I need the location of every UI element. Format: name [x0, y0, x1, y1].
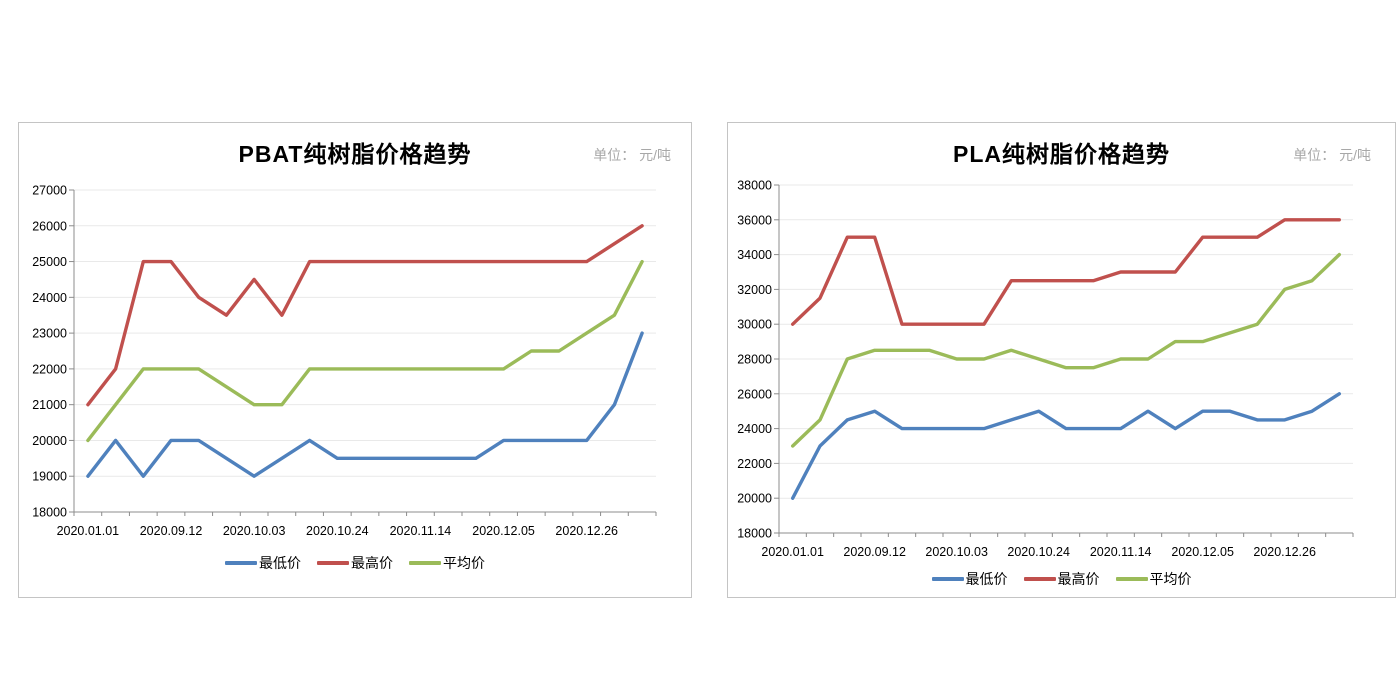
y-tick-label: 26000 [737, 387, 772, 401]
pla-chart-title: PLA纯树脂价格趋势 [953, 141, 1170, 167]
legend-item-min: 最低价 [225, 553, 301, 573]
y-tick-label: 26000 [32, 219, 67, 233]
pbat-unit-label: 单位： 元/吨 [593, 147, 671, 163]
legend-marker-min [931, 577, 964, 581]
pla-legend: 最低价 最高价 平均价 [728, 569, 1395, 589]
y-tick-label: 32000 [737, 283, 772, 297]
x-tick-label: 2020.09.12 [140, 524, 203, 538]
y-tick-label: 23000 [32, 327, 67, 341]
y-axis-labels: 18000 19000 20000 21000 22000 23000 24000 25000… [32, 184, 67, 520]
gridlines [779, 184, 1353, 499]
axes [69, 189, 657, 516]
pla-chart-panel: 18000 20000 22000 24000 26000 28000 30000 32000… [727, 122, 1396, 598]
y-axis-labels: 18000 20000 22000 24000 26000 28000 30000 32000… [737, 179, 772, 541]
x-tick-label: 2020.09.12 [843, 545, 906, 559]
x-tick-label: 2020.10.24 [306, 524, 369, 538]
pbat-chart-panel: 18000 19000 20000 21000 22000 23000 24000 25000… [18, 122, 692, 598]
y-tick-label: 22000 [737, 457, 772, 471]
legend-label-avg: 平均价 [443, 555, 485, 571]
legend-marker-max [317, 561, 349, 565]
legend-label-min: 最低价 [259, 555, 301, 571]
series-line-1 [790, 218, 1341, 326]
x-tick-label: 2020.12.05 [472, 524, 535, 538]
y-tick-label: 25000 [32, 255, 67, 269]
x-tick-label: 2020.10.24 [1007, 545, 1070, 559]
x-tick-label: 2020.01.01 [57, 524, 120, 538]
legend-label-max: 最高价 [351, 555, 393, 571]
y-tick-label: 20000 [737, 492, 772, 506]
legend-marker-min [225, 561, 257, 565]
legend-label-avg: 平均价 [1149, 571, 1192, 587]
gridlines [74, 189, 656, 477]
legend-item-avg: 平均价 [1115, 569, 1192, 589]
x-tick-label: 2020.10.03 [925, 545, 988, 559]
legend-item-max: 最高价 [317, 553, 393, 573]
pla-line-chart: 18000 20000 22000 24000 26000 28000 30000 32000… [737, 179, 1354, 559]
pla-unit-label: 单位： 元/吨 [1293, 147, 1371, 163]
series-line-0 [790, 392, 1341, 500]
y-tick-label: 27000 [32, 184, 67, 198]
y-tick-label: 34000 [737, 248, 772, 262]
x-tick-label: 2020.12.05 [1171, 545, 1234, 559]
y-tick-label: 19000 [32, 470, 67, 484]
legend-marker-avg [1115, 577, 1148, 581]
series-line-2 [790, 252, 1341, 448]
axes [774, 184, 1354, 537]
x-tick-label: 2020.10.03 [223, 524, 286, 538]
y-tick-label: 22000 [32, 362, 67, 376]
pbat-chart-title: PBAT纯树脂价格趋势 [238, 141, 472, 167]
y-tick-label: 21000 [32, 398, 67, 412]
legend-marker-max [1023, 577, 1056, 581]
y-tick-label: 30000 [737, 318, 772, 332]
pbat-line-chart: 18000 19000 20000 21000 22000 23000 24000 25000… [32, 184, 657, 538]
y-tick-label: 18000 [737, 527, 772, 541]
legend-item-min: 最低价 [931, 569, 1008, 589]
legend-label-min: 最低价 [965, 571, 1008, 587]
series-line-2 [86, 259, 644, 443]
series-line-1 [86, 224, 644, 407]
legend-item-max: 最高价 [1023, 569, 1100, 589]
x-axis-labels: 2020.01.01 2020.09.12 2020.10.03 2020.10.24… [57, 524, 618, 538]
y-tick-label: 20000 [32, 434, 67, 448]
y-tick-label: 24000 [32, 291, 67, 305]
legend-marker-avg [409, 561, 441, 565]
x-tick-label: 2020.12.26 [1253, 545, 1316, 559]
y-tick-label: 24000 [737, 422, 772, 436]
y-tick-label: 18000 [32, 506, 67, 520]
legend-label-max: 最高价 [1057, 571, 1100, 587]
legend-item-avg: 平均价 [409, 553, 485, 573]
x-tick-label: 2020.11.14 [1090, 545, 1152, 559]
y-tick-label: 36000 [737, 213, 772, 227]
y-tick-label: 28000 [737, 353, 772, 367]
y-tick-label: 38000 [737, 179, 772, 193]
x-tick-label: 2020.11.14 [390, 524, 452, 538]
x-tick-label: 2020.12.26 [555, 524, 618, 538]
series-line-0 [86, 331, 644, 478]
x-axis-labels: 2020.01.01 2020.09.12 2020.10.03 2020.10.24… [761, 545, 1316, 559]
pbat-legend: 最低价 最高价 平均价 [19, 553, 691, 573]
x-tick-label: 2020.01.01 [761, 545, 824, 559]
